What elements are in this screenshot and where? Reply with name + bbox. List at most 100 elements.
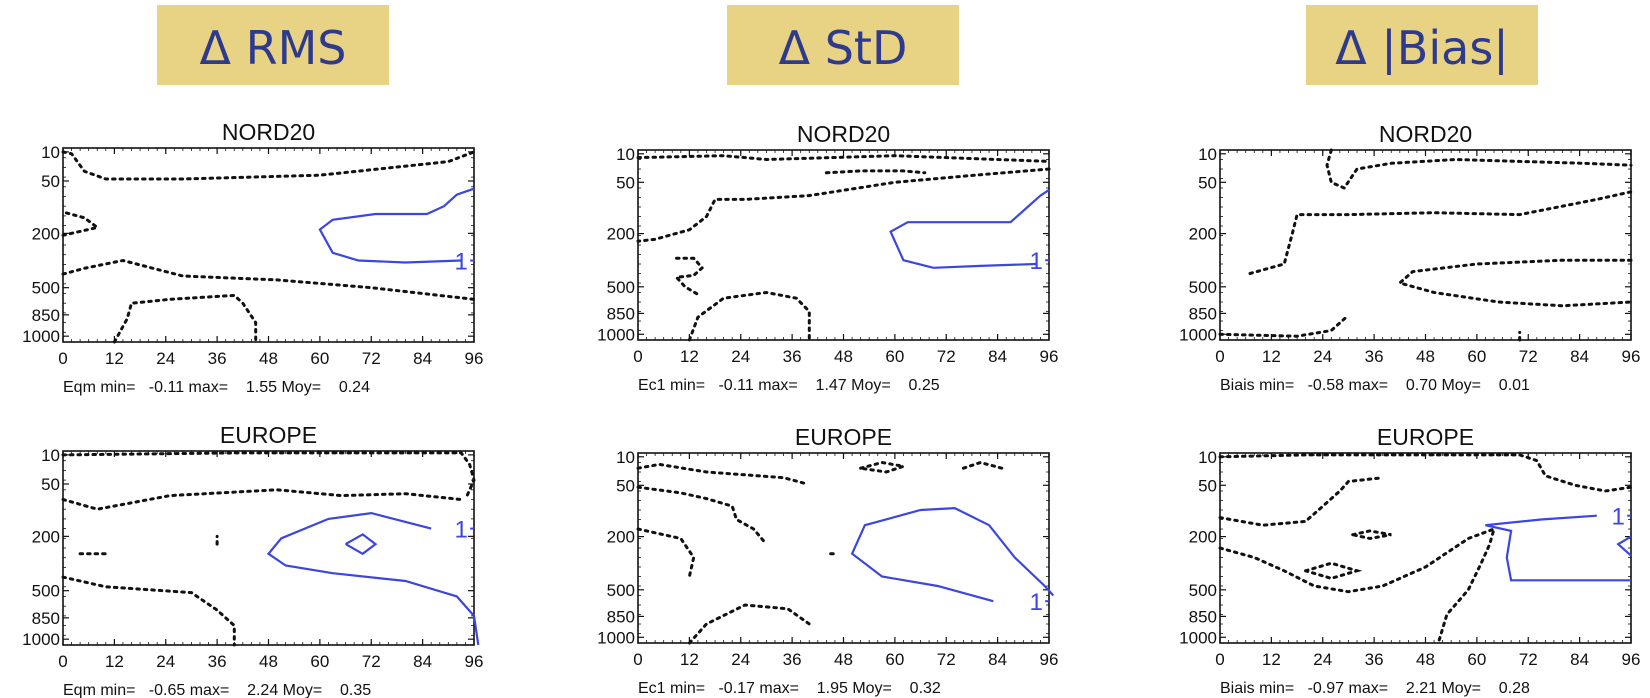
x-tick-label: 36 xyxy=(208,652,227,671)
negative-contour xyxy=(1325,148,1633,190)
contour-label: 1 xyxy=(1029,248,1042,275)
y-tick-label: 1000 xyxy=(1179,325,1217,344)
negative-contour xyxy=(112,293,258,344)
y-tick-label: 1000 xyxy=(597,628,635,647)
stats-line: Biais min= -0.58 max= 0.70 Moy= 0.01 xyxy=(1220,377,1530,394)
y-tick-label: 10 xyxy=(41,446,60,465)
stats-line: Biais min= -0.97 max= 2.21 Moy= 0.28 xyxy=(1220,680,1530,697)
negative-contour xyxy=(673,256,705,296)
negative-contour xyxy=(859,460,904,474)
x-tick-label: 96 xyxy=(1622,347,1641,366)
x-tick-label: 96 xyxy=(1622,650,1641,669)
panel-frame xyxy=(1219,149,1632,341)
y-tick-label: 10 xyxy=(41,143,60,162)
negative-contour xyxy=(1218,476,1385,527)
y-tick-label: 200 xyxy=(607,528,635,547)
x-tick-label: 24 xyxy=(156,349,175,368)
stats-line: Ec1 min= -0.11 max= 1.47 Moy= 0.25 xyxy=(638,377,940,394)
positive-contour xyxy=(889,188,1050,269)
negative-contour xyxy=(61,451,476,501)
y-tick-label: 200 xyxy=(32,527,60,546)
positive-contour xyxy=(318,187,475,264)
negative-contour xyxy=(1396,258,1633,308)
x-tick-label: 84 xyxy=(1570,347,1589,366)
header-delta-bias: Δ |Bias| xyxy=(1306,5,1538,85)
x-tick-label: 60 xyxy=(1467,347,1486,366)
x-tick-label: 96 xyxy=(465,349,484,368)
y-tick-label: 50 xyxy=(616,173,635,192)
x-tick-label: 60 xyxy=(885,347,904,366)
negative-contour xyxy=(61,210,101,237)
stats-line: Ec1 min= -0.17 max= 1.95 Moy= 0.32 xyxy=(638,680,941,697)
x-tick-label: 96 xyxy=(1040,650,1059,669)
panel-frame xyxy=(62,450,475,646)
stats-line: Eqm min= -0.65 max= 2.24 Moy= 0.35 xyxy=(63,682,371,698)
panel-frame xyxy=(637,452,1050,644)
header-delta-std: Δ StD xyxy=(727,5,959,85)
x-tick-label: 96 xyxy=(465,652,484,671)
negative-contour xyxy=(1304,561,1363,580)
x-tick-label: 72 xyxy=(1519,347,1538,366)
x-tick-label: 24 xyxy=(731,347,750,366)
x-tick-label: 48 xyxy=(1416,347,1435,366)
negative-contour xyxy=(636,167,1051,243)
y-tick-label: 50 xyxy=(41,172,60,191)
y-tick-label: 1000 xyxy=(597,325,635,344)
positive-contour xyxy=(1485,514,1631,582)
negative-contour xyxy=(636,462,807,485)
negative-contour xyxy=(1218,313,1350,338)
y-tick-label: 500 xyxy=(607,581,635,600)
panel-title: NORD20 xyxy=(222,119,315,145)
x-tick-label: 72 xyxy=(1519,650,1538,669)
y-tick-label: 850 xyxy=(32,609,60,628)
negative-contour xyxy=(61,258,476,301)
x-tick-label: 84 xyxy=(988,347,1007,366)
x-tick-label: 48 xyxy=(259,349,278,368)
y-tick-label: 200 xyxy=(1189,528,1217,547)
x-tick-label: 60 xyxy=(885,650,904,669)
x-tick-label: 12 xyxy=(1262,347,1281,366)
panel-frame xyxy=(62,147,475,343)
negative-contour xyxy=(61,488,463,511)
panel-title: EUROPE xyxy=(1377,424,1474,450)
negative-contour xyxy=(1218,453,1633,493)
x-tick-label: 0 xyxy=(633,347,642,366)
negative-contour xyxy=(824,169,927,175)
x-tick-label: 0 xyxy=(1215,650,1224,669)
y-tick-label: 200 xyxy=(607,225,635,244)
y-tick-label: 850 xyxy=(607,607,635,626)
positive-contour xyxy=(345,533,378,556)
x-tick-label: 96 xyxy=(1040,347,1059,366)
x-tick-label: 0 xyxy=(58,652,67,671)
header-delta-rms: Δ RMS xyxy=(157,5,389,85)
panel-title: EUROPE xyxy=(795,424,892,450)
x-tick-label: 84 xyxy=(1570,650,1589,669)
x-tick-label: 48 xyxy=(259,652,278,671)
y-tick-label: 850 xyxy=(1189,304,1217,323)
negative-contour xyxy=(636,527,696,578)
y-tick-label: 500 xyxy=(607,278,635,297)
x-tick-label: 84 xyxy=(413,349,432,368)
y-tick-label: 50 xyxy=(1198,173,1217,192)
x-tick-label: 24 xyxy=(156,652,175,671)
y-tick-label: 850 xyxy=(32,306,60,325)
x-tick-label: 24 xyxy=(1313,650,1332,669)
x-tick-label: 12 xyxy=(105,349,124,368)
y-tick-label: 500 xyxy=(1189,278,1217,297)
y-tick-label: 850 xyxy=(607,304,635,323)
stats-line: Eqm min= -0.11 max= 1.55 Moy= 0.24 xyxy=(63,379,370,396)
y-tick-label: 10 xyxy=(1198,448,1217,467)
negative-contour xyxy=(1248,190,1633,275)
negative-contour xyxy=(1351,529,1392,541)
x-tick-label: 0 xyxy=(58,349,67,368)
panel-title: EUROPE xyxy=(220,422,317,448)
x-tick-label: 48 xyxy=(834,347,853,366)
contour-label: 1 xyxy=(1611,504,1624,531)
x-tick-label: 0 xyxy=(633,650,642,669)
x-tick-label: 84 xyxy=(413,652,432,671)
x-tick-label: 12 xyxy=(1262,650,1281,669)
x-tick-label: 24 xyxy=(731,650,750,669)
panel-frame xyxy=(637,149,1050,341)
negative-contour xyxy=(636,154,1051,163)
